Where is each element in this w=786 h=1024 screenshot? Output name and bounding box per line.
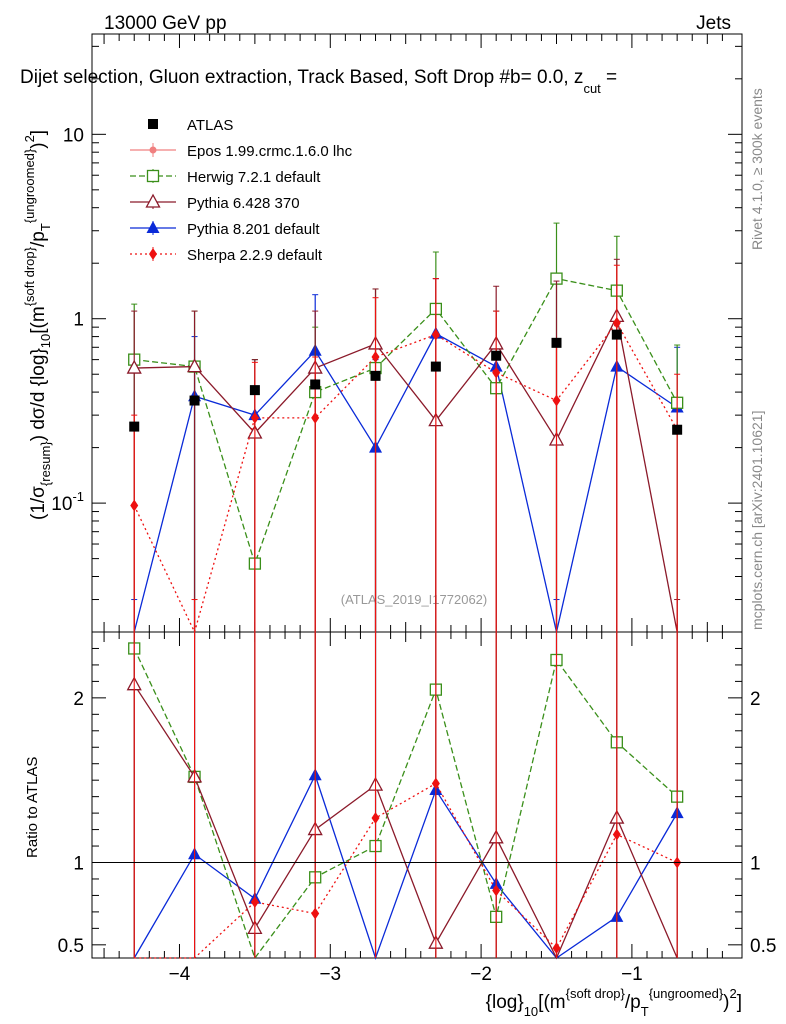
energy-label: 13000 GeV pp (104, 13, 227, 34)
data-point-sherpa (552, 394, 561, 407)
data-point-atlas (491, 350, 502, 361)
y-tick-label-ratio-right: 0.5 (750, 936, 776, 957)
rivet-version: Rivet 4.1.0, (749, 179, 765, 250)
ratio-line-sherpa (134, 782, 678, 959)
data-point-sherpa (492, 366, 501, 379)
data-point-atlas (129, 421, 140, 432)
y-axis-label-ratio: Ratio to ATLAS (24, 757, 41, 858)
legend-marker-herwig (146, 169, 160, 183)
y-tick-label-main: 1 (73, 310, 84, 331)
plot-title-cut: cut (583, 81, 601, 96)
data-point-atlas (430, 361, 441, 372)
ratio-series-layer (126, 632, 684, 960)
y-tick-label-ratio: 1 (73, 854, 84, 875)
legend: ATLAS Epos 1.99.crmc.1.6.0 lhc Herwig 7.2.… (130, 117, 353, 264)
ratio-point-sherpa (431, 777, 440, 790)
y-axis-label-main: (1/σ{resum}) dσ/d {log}10[(m{soft drop}/… (22, 130, 53, 520)
data-point-sherpa (612, 316, 621, 329)
legend-label-epos: Epos 1.99.crmc.1.6.0 lhc (187, 143, 353, 160)
analysis-watermark: (ATLAS_2019_I1772062) (341, 592, 487, 607)
series-line-pythia8 (133, 332, 678, 633)
legend-label-atlas: ATLAS (187, 117, 233, 134)
events-label: ≥ 300k events (749, 88, 765, 175)
data-point-atlas (551, 337, 562, 348)
jets-label: Jets (696, 13, 731, 34)
series-line-sherpa (133, 321, 678, 634)
plot-title: Dijet selection, Gluon extraction, Track… (20, 67, 617, 96)
data-point-atlas (310, 379, 321, 390)
data-point-atlas (189, 395, 200, 406)
x-tick-label: −1 (621, 964, 643, 985)
y-tick-label-ratio: 0.5 (58, 936, 84, 957)
data-point-sherpa (371, 351, 380, 364)
data-point-sherpa (130, 499, 139, 512)
data-point-atlas (611, 329, 622, 340)
ratio-point-sherpa (612, 828, 621, 841)
x-tick-label: −4 (169, 964, 191, 985)
data-point-pythia6 (186, 358, 203, 373)
data-point-pythia6 (126, 359, 142, 374)
plot-title-z: = 0.0, z (521, 67, 584, 88)
legend-label-herwig: Herwig 7.2.1 default (187, 169, 321, 186)
legend-marker-pythia8 (146, 221, 160, 233)
legend-marker-epos (149, 146, 157, 154)
legend-label-pythia6: Pythia 6.428 370 (187, 195, 300, 212)
series-line-herwig (134, 277, 678, 566)
rivet-label: Rivet 4.1.0, ≥ 300k events (749, 88, 765, 250)
data-point-atlas (672, 424, 683, 435)
main-series-layer (126, 222, 684, 634)
y-tick-label-exp: -1 (72, 489, 84, 504)
ratio-line-pythia6 (133, 684, 678, 960)
ratio-point-sherpa (311, 907, 320, 920)
plot-title-eq: = (601, 67, 617, 88)
series-line-pythia6 (134, 314, 678, 633)
y-tick-label-main: 10-1 (51, 489, 84, 515)
data-point-sherpa (250, 411, 259, 424)
ratio-point-sherpa (492, 884, 501, 897)
x-tick-label: −3 (319, 964, 341, 985)
data-point-atlas (370, 370, 381, 381)
legend-label-sherpa: Sherpa 2.2.9 default (187, 247, 323, 264)
ratio-line-herwig (133, 648, 678, 960)
y-tick-label-ratio-right: 1 (750, 854, 761, 875)
legend-label-pythia8: Pythia 8.201 default (187, 221, 320, 238)
ratio-axis-ticks: 2 2 1 1 0.5 0.5 (58, 647, 776, 957)
y-tick-label-ratio-right: 2 (750, 689, 761, 710)
ratio-plot-frame (91, 631, 743, 959)
y-tick-label-ratio: 2 (73, 689, 84, 710)
x-tick-label: −2 (470, 964, 492, 985)
legend-marker-pythia6 (145, 193, 161, 208)
legend-marker-sherpa (149, 248, 157, 260)
y-tick-label-main: 10 (63, 125, 84, 146)
ratio-point-sherpa (552, 942, 561, 955)
x-axis-label: {log}10[(m{soft drop}/pT{ungroomed})2] (486, 986, 742, 1019)
ratio-point-sherpa (250, 896, 259, 909)
data-point-sherpa (311, 411, 320, 424)
ratio-point-sherpa (371, 812, 380, 825)
ratio-line-pythia8 (133, 773, 678, 960)
main-axis-ticks: 10 1 10-1 (51, 45, 742, 633)
plot-title-main: Dijet selection, Gluon extraction, Track… (20, 67, 521, 88)
data-point-atlas (249, 385, 260, 396)
legend-marker-atlas (148, 119, 158, 129)
data-point-sherpa (431, 328, 440, 341)
mcplots-label: mcplots.cern.ch [arXiv:2401.10621] (749, 411, 765, 630)
